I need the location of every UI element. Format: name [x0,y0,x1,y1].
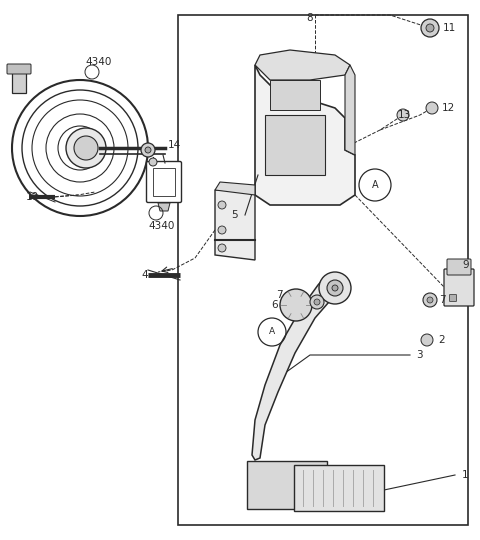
Text: 12: 12 [442,103,455,113]
Polygon shape [255,65,355,205]
Circle shape [218,226,226,234]
Text: 7: 7 [276,290,283,300]
Circle shape [423,293,437,307]
Bar [178,15,468,525]
Circle shape [218,201,226,209]
Text: 7: 7 [439,295,445,305]
Text: 4: 4 [142,270,148,280]
Circle shape [421,19,439,37]
Circle shape [426,102,438,114]
Circle shape [426,24,434,32]
Circle shape [421,334,433,346]
FancyBboxPatch shape [444,269,474,306]
Circle shape [145,147,151,153]
Circle shape [218,244,226,252]
Circle shape [149,158,157,166]
Circle shape [74,136,98,160]
FancyBboxPatch shape [7,64,31,74]
Text: 11: 11 [443,23,456,33]
Circle shape [319,272,351,304]
Polygon shape [158,203,170,211]
Circle shape [310,295,324,309]
Polygon shape [255,50,350,80]
Text: A: A [269,327,275,336]
Text: 4340: 4340 [85,57,111,67]
Circle shape [280,289,312,321]
Text: 13: 13 [398,110,411,120]
Text: A: A [372,180,378,190]
Text: 1: 1 [462,470,468,480]
Text: 4340: 4340 [148,221,174,231]
Circle shape [397,109,409,121]
Polygon shape [345,65,355,155]
Circle shape [66,128,106,168]
Bar [270,80,320,110]
Polygon shape [215,190,255,260]
FancyBboxPatch shape [449,294,456,301]
Circle shape [327,280,343,296]
FancyBboxPatch shape [247,461,327,509]
Circle shape [332,285,338,291]
FancyBboxPatch shape [447,259,471,275]
Text: 9: 9 [462,260,468,270]
Circle shape [427,297,433,303]
Text: 3: 3 [416,350,422,360]
Circle shape [314,299,320,305]
Text: 10: 10 [26,192,39,202]
Text: 5: 5 [231,210,238,220]
Bar [12,68,26,93]
FancyBboxPatch shape [294,465,384,511]
Circle shape [141,143,155,157]
Text: 14: 14 [168,140,181,150]
FancyBboxPatch shape [146,161,181,202]
Text: 6: 6 [271,300,278,310]
Text: 2: 2 [438,335,444,345]
Polygon shape [252,277,346,460]
Polygon shape [215,182,255,195]
Text: 8: 8 [306,13,312,23]
Bar [265,115,325,175]
